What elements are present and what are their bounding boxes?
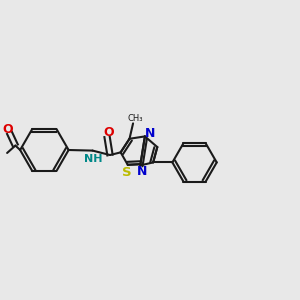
Text: NH: NH [84, 154, 102, 164]
Text: N: N [145, 127, 155, 140]
Text: O: O [2, 123, 13, 136]
Text: O: O [103, 126, 113, 140]
Text: N: N [137, 165, 147, 178]
Text: CH₃: CH₃ [128, 114, 143, 123]
Text: S: S [122, 166, 132, 179]
